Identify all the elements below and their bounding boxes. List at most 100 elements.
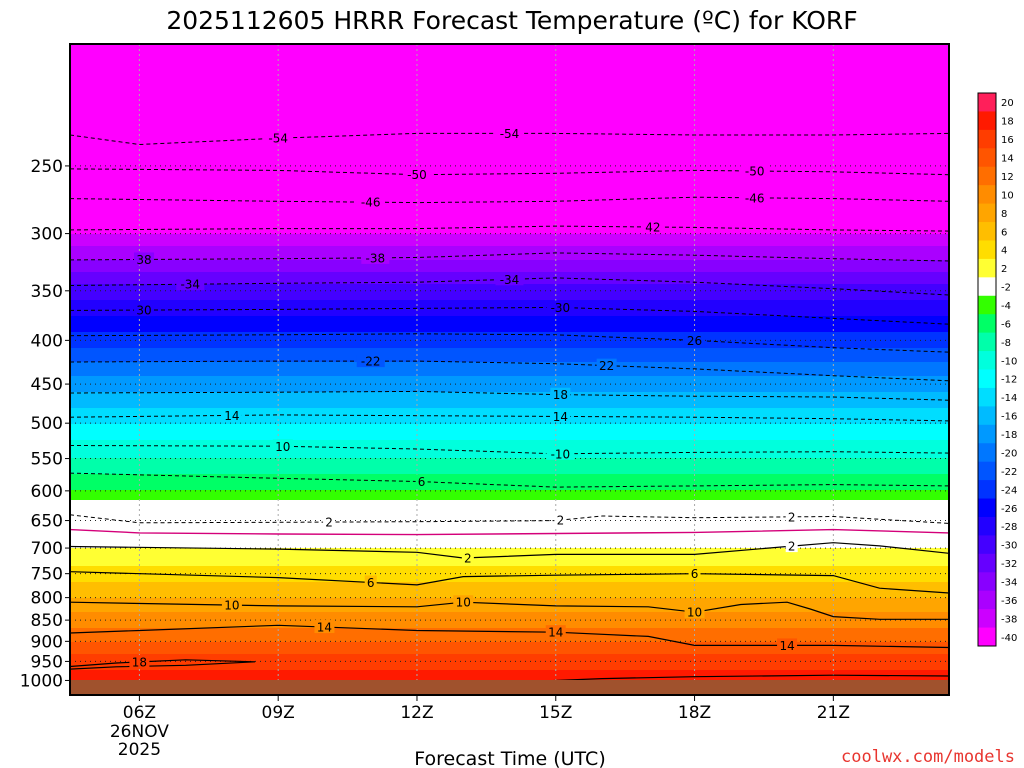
colorbar-label: -20: [1001, 448, 1017, 459]
fill-band: [70, 654, 949, 656]
contour-label: 2: [788, 540, 796, 554]
contour-label: -50: [407, 168, 427, 182]
fill-band: [70, 86, 949, 88]
fill-band: [70, 198, 949, 200]
fill-band: [70, 614, 949, 616]
contour-line: [70, 196, 949, 204]
fill-band: [70, 196, 949, 198]
fill-band: [70, 432, 949, 434]
y-tick-label: 950: [31, 652, 63, 672]
colorbar-label: -36: [1001, 596, 1017, 607]
fill-band: [70, 140, 949, 142]
fill-band: [70, 446, 949, 448]
fill-band: [70, 300, 949, 302]
fill-band: [70, 556, 949, 558]
fill-band: [70, 324, 949, 326]
contour-line: [70, 659, 256, 670]
colorbar-swatch: [978, 498, 996, 518]
colorbar-swatch: [978, 129, 996, 149]
colorbar-label: 2: [1001, 264, 1007, 275]
fill-band: [70, 342, 949, 344]
colorbar-label: -4: [1001, 301, 1011, 312]
contour-label: 38: [136, 253, 151, 267]
fill-band: [70, 490, 949, 492]
fill-band: [70, 552, 949, 554]
contour-label-bg: [264, 131, 293, 145]
y-tick-label: 500: [31, 414, 63, 434]
fill-band: [70, 96, 949, 98]
colorbar-swatch: [978, 627, 996, 647]
colorbar-swatch: [978, 111, 996, 131]
fill-band: [70, 256, 949, 258]
contour-label-bg: [546, 300, 575, 314]
fill-band: [70, 498, 949, 500]
fill-band: [70, 250, 949, 252]
fill-band: [70, 364, 949, 366]
colorbar-frame: [977, 92, 997, 647]
fill-band: [70, 302, 949, 304]
contour-label: 18: [132, 655, 147, 669]
fill-band: [70, 514, 949, 516]
contour-label: -54: [268, 132, 288, 146]
fill-band: [70, 60, 949, 62]
colorbar-swatch: [978, 443, 996, 463]
fill-band: [70, 664, 949, 666]
fill-band: [70, 188, 949, 190]
fill-band: [70, 544, 949, 546]
contour-line: [70, 252, 949, 262]
fill-band: [70, 90, 949, 92]
contour-label: -22: [361, 355, 381, 369]
fill-band: [70, 70, 949, 72]
fill-band: [70, 622, 949, 624]
fill-band: [70, 322, 949, 324]
fill-band: [70, 100, 949, 102]
fill-band: [70, 184, 949, 186]
fill-band: [70, 592, 949, 594]
fill-band: [70, 630, 949, 632]
fill-band: [70, 554, 949, 556]
contour-label-bg: [134, 303, 155, 317]
fill-band: [70, 676, 949, 678]
fill-band: [70, 504, 949, 506]
fill-band: [70, 672, 949, 674]
fill-band: [70, 94, 949, 96]
fill-band: [70, 452, 949, 454]
fill-band: [70, 298, 949, 300]
colorbar-label: -18: [1001, 430, 1017, 441]
fill-band: [70, 596, 949, 598]
fill-band: [70, 72, 949, 74]
fill-band: [70, 326, 949, 328]
fill-band: [70, 204, 949, 206]
fill-band: [70, 360, 949, 362]
fill-band: [70, 150, 949, 152]
fill-band: [70, 462, 949, 464]
contour-label: -38: [366, 251, 386, 265]
y-tick-label: 550: [31, 450, 63, 470]
fill-band: [70, 454, 949, 456]
fill-band: [70, 352, 949, 354]
fill-band: [70, 62, 949, 64]
y-tick-label: 800: [31, 589, 63, 609]
fill-band: [70, 392, 949, 394]
fill-band: [70, 482, 949, 484]
colorbar-swatch: [978, 387, 996, 407]
colorbar-swatch: [978, 406, 996, 426]
fill-band: [70, 374, 949, 376]
fill-band: [70, 390, 949, 392]
fill-band: [70, 144, 949, 146]
colorbar-swatch: [978, 203, 996, 223]
colorbar-swatch: [978, 424, 996, 444]
colorbar-swatch: [978, 609, 996, 629]
colorbar-swatch: [978, 185, 996, 205]
colorbar-label: -28: [1001, 522, 1017, 533]
colorbar-label: -32: [1001, 559, 1017, 570]
fill-band: [70, 186, 949, 188]
fill-band: [70, 176, 949, 178]
contour-label: -54: [500, 127, 520, 141]
contour-label: 10: [687, 606, 702, 620]
contour-label-bg: [740, 190, 769, 204]
fill-band: [70, 430, 949, 432]
y-tick-label: 700: [31, 539, 63, 559]
fill-band: [70, 434, 949, 436]
